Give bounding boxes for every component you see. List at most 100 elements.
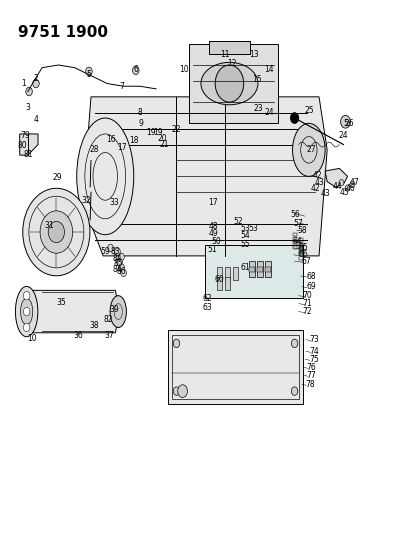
- Text: 42: 42: [309, 183, 319, 192]
- Text: 84: 84: [112, 254, 122, 263]
- Text: 12: 12: [226, 59, 236, 68]
- Text: 46: 46: [345, 183, 355, 192]
- Bar: [298, 251, 302, 254]
- Text: 19: 19: [146, 128, 156, 138]
- Text: 17: 17: [117, 143, 126, 152]
- Text: 43: 43: [319, 189, 329, 198]
- Text: 67: 67: [300, 257, 310, 265]
- Text: 24: 24: [338, 131, 347, 140]
- Text: 81: 81: [23, 150, 33, 159]
- Bar: [248, 261, 254, 277]
- Circle shape: [177, 385, 187, 398]
- Text: 39: 39: [110, 305, 119, 314]
- Text: 55: 55: [239, 240, 249, 249]
- Ellipse shape: [20, 298, 33, 325]
- Text: 25: 25: [303, 106, 313, 115]
- Text: 35: 35: [56, 298, 66, 307]
- Text: 79: 79: [20, 131, 30, 140]
- Text: 33: 33: [110, 198, 119, 207]
- Text: 74: 74: [308, 347, 318, 356]
- Text: 27: 27: [306, 146, 316, 155]
- Text: 75: 75: [308, 355, 318, 364]
- Polygon shape: [24, 290, 119, 333]
- Polygon shape: [324, 168, 347, 187]
- Text: 50: 50: [211, 237, 221, 246]
- Text: 22: 22: [171, 125, 181, 134]
- Text: 77: 77: [306, 370, 316, 379]
- Polygon shape: [188, 44, 278, 123]
- Circle shape: [132, 66, 139, 75]
- Bar: [233, 266, 237, 280]
- Text: 32: 32: [81, 196, 91, 205]
- Text: 53: 53: [240, 224, 250, 233]
- Bar: [225, 277, 229, 290]
- Text: 20: 20: [157, 134, 166, 143]
- Text: 9751 1900: 9751 1900: [18, 25, 108, 41]
- Text: 13: 13: [248, 50, 258, 59]
- Text: 7: 7: [119, 82, 124, 91]
- Bar: [298, 243, 302, 246]
- Circle shape: [33, 79, 39, 88]
- Ellipse shape: [48, 221, 64, 243]
- Circle shape: [338, 180, 343, 186]
- Text: 29: 29: [53, 173, 62, 182]
- Text: 68: 68: [306, 271, 316, 280]
- Circle shape: [215, 65, 243, 102]
- Text: 61: 61: [240, 263, 249, 272]
- Circle shape: [291, 339, 297, 348]
- Circle shape: [290, 113, 298, 123]
- Text: 15: 15: [252, 75, 261, 84]
- Bar: [225, 266, 229, 280]
- Text: 70: 70: [302, 291, 312, 300]
- Text: 17: 17: [208, 198, 218, 207]
- Text: 11: 11: [219, 50, 229, 59]
- Text: 8: 8: [137, 108, 142, 117]
- Text: 4: 4: [34, 115, 38, 124]
- Text: 45: 45: [339, 188, 348, 197]
- Bar: [298, 256, 302, 260]
- Text: 71: 71: [302, 299, 312, 308]
- Text: 14: 14: [264, 64, 274, 74]
- Text: 37: 37: [104, 331, 114, 340]
- Circle shape: [85, 67, 92, 76]
- Bar: [248, 266, 254, 272]
- Text: 23: 23: [252, 104, 262, 113]
- Bar: [216, 277, 221, 290]
- Bar: [168, 330, 302, 405]
- Ellipse shape: [110, 296, 126, 327]
- Bar: [265, 266, 270, 272]
- Text: 9: 9: [138, 119, 143, 128]
- Text: 21: 21: [159, 140, 169, 149]
- Bar: [256, 261, 262, 277]
- Text: 62: 62: [202, 294, 211, 303]
- Circle shape: [340, 115, 350, 128]
- Text: 24: 24: [264, 108, 274, 117]
- Bar: [172, 335, 298, 399]
- Text: 69: 69: [306, 282, 316, 291]
- Ellipse shape: [23, 188, 90, 276]
- Text: 44: 44: [332, 182, 342, 191]
- Text: 5: 5: [342, 119, 347, 128]
- Text: 5: 5: [86, 70, 91, 79]
- Circle shape: [23, 323, 30, 332]
- Bar: [293, 237, 297, 240]
- Text: 52: 52: [233, 217, 243, 226]
- Bar: [298, 238, 302, 241]
- Bar: [209, 41, 249, 54]
- Text: 48: 48: [208, 222, 218, 231]
- Text: 36: 36: [74, 331, 83, 340]
- Text: 6: 6: [133, 64, 138, 74]
- Circle shape: [118, 264, 124, 271]
- Text: 63: 63: [202, 303, 211, 312]
- Circle shape: [120, 269, 126, 277]
- Text: 84: 84: [112, 265, 122, 273]
- Bar: [298, 247, 302, 250]
- Text: 26: 26: [344, 119, 353, 128]
- Text: 64: 64: [292, 237, 302, 246]
- Bar: [298, 252, 302, 255]
- Polygon shape: [204, 245, 302, 298]
- Text: 43: 43: [314, 178, 324, 187]
- Text: 47: 47: [349, 178, 359, 187]
- Bar: [256, 266, 262, 272]
- Text: 2: 2: [34, 74, 38, 83]
